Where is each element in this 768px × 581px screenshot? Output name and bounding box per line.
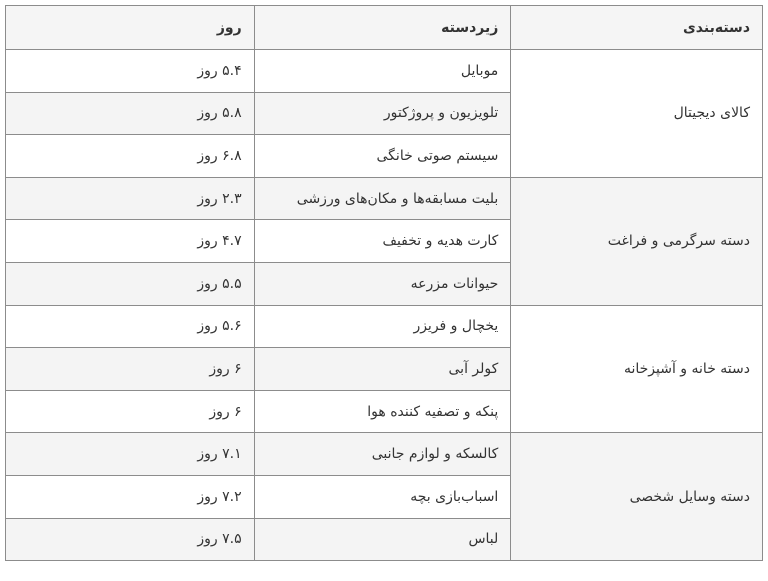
table-row: سیستم صوتی خانگی ۶.۸ روز — [5, 134, 763, 178]
days-cell: ۵.۶ روز — [5, 304, 255, 349]
days-cell: ۶.۸ روز — [5, 134, 255, 178]
days-cell: ۷.۱ روز — [5, 432, 255, 476]
table-row: کالای دیجیتال موبایل ۵.۴ روز — [5, 49, 763, 178]
table-row: کارت هدیه و تخفیف ۴.۷ روز — [5, 219, 763, 263]
days-cell: ۷.۵ روز — [5, 517, 255, 562]
days-cell: ۶ روز — [5, 347, 255, 391]
days-cell: ۷.۲ روز — [5, 474, 255, 519]
subcategory-cell: بلیت مسابقه‌ها و مکان‌های ورزشی — [253, 176, 512, 221]
subcategory-cell: اسباب‌بازی بچه — [253, 474, 512, 519]
days-cell: ۲.۳ روز — [5, 176, 255, 221]
subcategory-cell: کارت هدیه و تخفیف — [253, 219, 512, 263]
delivery-days-table: دسته‌بندی زیردسته روز کالای دیجیتال موبای… — [5, 5, 763, 562]
category-cell: کالای دیجیتال — [510, 49, 763, 178]
days-cell: ۵.۵ روز — [5, 261, 255, 306]
table-header-row: دسته‌بندی زیردسته روز — [5, 5, 763, 50]
days-cell: ۴.۷ روز — [5, 219, 255, 263]
days-cell: ۶ روز — [5, 389, 255, 434]
table-row: دسته سرگرمی و فراغت بلیت مسابقه‌ها و مکان… — [5, 176, 763, 306]
table-row: لباس ۷.۵ روز — [5, 517, 763, 562]
subcategory-cell: لباس — [253, 517, 512, 562]
table-row: دسته وسایل شخصی کالسکه و لوازم جانبی ۷.۱ ر… — [5, 432, 763, 562]
subcategory-cell: کالسکه و لوازم جانبی — [253, 432, 512, 476]
header-category: دسته‌بندی — [510, 5, 763, 50]
category-cell: دسته خانه و آشپزخانه — [510, 304, 763, 434]
subcategory-cell: کولر آبی — [253, 347, 512, 391]
table-row: حیوانات مزرعه ۵.۵ روز — [5, 261, 763, 306]
table-row: دسته خانه و آشپزخانه یخچال و فریزر ۵.۶ روز — [5, 304, 763, 434]
table-row: اسباب‌بازی بچه ۷.۲ روز — [5, 474, 763, 519]
subcategory-cell: سیستم صوتی خانگی — [253, 134, 512, 178]
header-days: روز — [5, 5, 255, 50]
subcategory-cell: حیوانات مزرعه — [253, 261, 512, 306]
header-subcategory: زیردسته — [253, 5, 512, 50]
table-row: کولر آبی ۶ روز — [5, 347, 763, 391]
subcategory-cell: یخچال و فریزر — [253, 304, 512, 349]
days-cell: ۵.۴ روز — [5, 49, 255, 93]
category-cell: دسته وسایل شخصی — [510, 432, 763, 562]
subcategory-cell: پنکه و تصفیه کننده هوا — [253, 389, 512, 434]
subcategory-cell: تلویزیون و پروژکتور — [253, 91, 512, 136]
subcategory-cell: موبایل — [253, 49, 512, 93]
table-row: تلویزیون و پروژکتور ۵.۸ روز — [5, 91, 763, 136]
category-cell: دسته سرگرمی و فراغت — [510, 176, 763, 306]
table-row: پنکه و تصفیه کننده هوا ۶ روز — [5, 389, 763, 434]
days-cell: ۵.۸ روز — [5, 91, 255, 136]
